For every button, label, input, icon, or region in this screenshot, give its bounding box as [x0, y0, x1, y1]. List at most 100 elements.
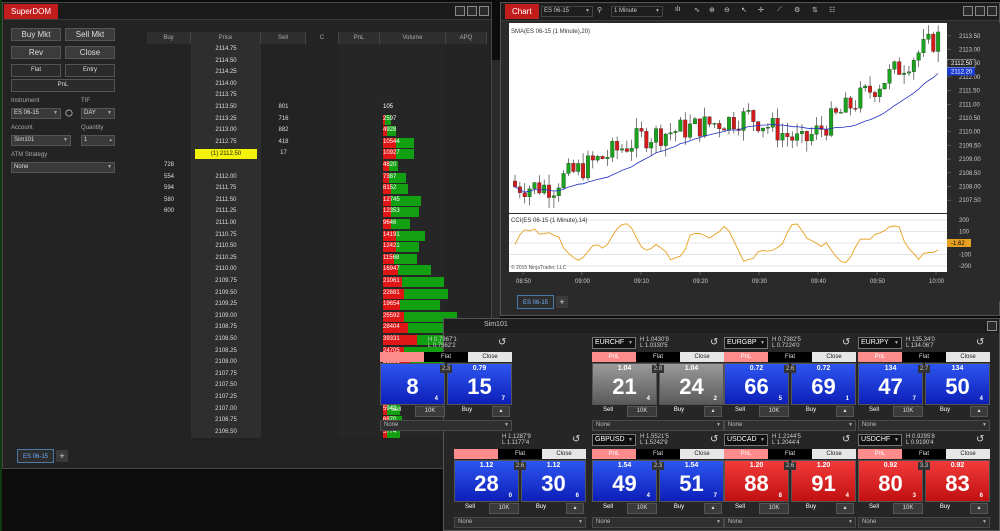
- price-cell[interactable]: 2113.75: [215, 92, 237, 99]
- sell-cell[interactable]: [261, 56, 306, 68]
- zoom-out-icon[interactable]: ⊖: [724, 7, 730, 14]
- ladder-row[interactable]: 2109.25 19654: [147, 299, 487, 311]
- fx-sell-price-panel[interactable]: 1.12 28 0: [454, 460, 519, 502]
- fx-close-button[interactable]: Close: [812, 352, 856, 362]
- fx-pnl-button[interactable]: PnL: [592, 449, 636, 459]
- buy-cell[interactable]: [147, 79, 191, 91]
- account-selector[interactable]: Sim101 ▼: [11, 135, 71, 146]
- fx-flat-button[interactable]: Flat: [902, 449, 946, 459]
- price-cell[interactable]: 2113.25: [215, 115, 237, 122]
- sell-cell[interactable]: [261, 44, 306, 56]
- fx-symbol-selector[interactable]: GBPUSD ▼: [592, 434, 636, 446]
- buy-cell[interactable]: [147, 346, 191, 358]
- buy-cell[interactable]: [147, 264, 191, 276]
- fx-quantity-up-icon[interactable]: ▴: [566, 503, 584, 514]
- pointer-icon[interactable]: ↖: [741, 7, 747, 14]
- buy-cell[interactable]: [147, 299, 191, 311]
- ladder-row[interactable]: 2109.75 21061: [147, 276, 487, 288]
- fx-buy-price-panel[interactable]: 0.79 15 7: [447, 363, 512, 405]
- ladder-row[interactable]: 2114.25: [147, 67, 487, 79]
- refresh-icon[interactable]: ↺: [976, 337, 985, 348]
- pnl-button[interactable]: PnL: [11, 79, 115, 92]
- properties-icon[interactable]: ⚙: [794, 7, 801, 14]
- sell-cell[interactable]: [261, 392, 306, 404]
- ladder-row[interactable]: 2107.00 5942: [147, 404, 487, 416]
- fx-sell-button[interactable]: Sell: [602, 504, 613, 510]
- fx-symbol-selector[interactable]: EURCHF ▼: [592, 337, 636, 349]
- fx-pnl-button[interactable]: PnL: [724, 352, 768, 362]
- buy-cell[interactable]: [147, 125, 191, 137]
- ladder-row[interactable]: 2110.00 16947: [147, 264, 487, 276]
- fx-close-button[interactable]: Close: [812, 449, 856, 459]
- fx-atm-selector[interactable]: None ▼: [380, 420, 512, 431]
- price-cell[interactable]: 2114.25: [215, 69, 237, 76]
- sell-cell[interactable]: [261, 427, 306, 439]
- price-cell[interactable]: 2107.25: [215, 394, 237, 400]
- buy-cell[interactable]: [147, 334, 191, 346]
- price-cell[interactable]: 2111.50: [215, 196, 237, 203]
- sell-cell[interactable]: 716: [278, 115, 289, 122]
- ladder-row[interactable]: (1) 2112.50 17 10927: [147, 148, 487, 160]
- price-cell[interactable]: 2114.00: [215, 80, 237, 87]
- price-cell[interactable]: 2108.25: [215, 347, 237, 354]
- fx-buy-price-panel[interactable]: 0.92 83 6: [925, 460, 990, 502]
- price-cell[interactable]: 2106.75: [215, 417, 237, 424]
- fx-flat-button[interactable]: Flat: [902, 352, 946, 362]
- superdom-tab-es[interactable]: ES 06-15: [17, 449, 55, 463]
- fx-sell-price-panel[interactable]: 1.20 88 8: [724, 460, 789, 502]
- buy-cell[interactable]: [147, 369, 191, 381]
- fx-quantity-field[interactable]: 10K: [759, 503, 789, 514]
- buy-cell[interactable]: [147, 90, 191, 102]
- ladder-row[interactable]: 600 2111.25 12353: [147, 206, 487, 218]
- fx-buy-button[interactable]: Buy: [461, 407, 473, 413]
- fx-atm-selector[interactable]: None ▼: [592, 420, 724, 431]
- price-cell[interactable]: 2109.00: [215, 312, 237, 319]
- price-cell[interactable]: 2114.75: [215, 46, 237, 52]
- fx-close-button[interactable]: Close: [946, 352, 990, 362]
- fx-quantity-field[interactable]: 10K: [759, 406, 789, 417]
- sell-cell[interactable]: [261, 415, 306, 427]
- sell-cell[interactable]: 882: [278, 127, 289, 134]
- buy-market-button[interactable]: Buy Mkt: [11, 28, 61, 41]
- add-chart-tab-button[interactable]: +: [556, 296, 568, 308]
- fx-close-button[interactable]: Close: [542, 449, 586, 459]
- buy-cell[interactable]: [147, 67, 191, 79]
- buy-cell[interactable]: [147, 427, 191, 439]
- fx-flat-button[interactable]: Flat: [768, 449, 812, 459]
- fx-pnl-button[interactable]: [380, 352, 424, 362]
- fx-atm-selector[interactable]: None ▼: [724, 517, 856, 528]
- fx-quantity-up-icon[interactable]: ▴: [836, 503, 854, 514]
- add-tab-button[interactable]: +: [56, 450, 68, 462]
- fx-sell-button[interactable]: Sell: [602, 407, 613, 413]
- buy-cell[interactable]: 554: [163, 173, 174, 180]
- ladder-row[interactable]: 2109.00 25592: [147, 311, 487, 323]
- fx-sell-button[interactable]: Sell: [734, 504, 745, 510]
- sell-cell[interactable]: [261, 369, 306, 381]
- tif-selector[interactable]: DAY ▼: [81, 108, 115, 119]
- fx-buy-button[interactable]: Buy: [939, 407, 951, 413]
- fx-quantity-field[interactable]: 10K: [415, 406, 445, 417]
- fx-atm-selector[interactable]: None ▼: [454, 517, 586, 528]
- fx-flat-button[interactable]: Flat: [636, 449, 680, 459]
- fx-sell-button[interactable]: Sell: [868, 504, 879, 510]
- superdom-titlebar[interactable]: SuperDOM: [3, 3, 491, 20]
- fx-flat-button[interactable]: Flat: [636, 352, 680, 362]
- fx-atm-selector[interactable]: None ▼: [858, 517, 990, 528]
- chart-interval-selector[interactable]: 1 Minute ▼: [611, 6, 663, 17]
- sell-cell[interactable]: [261, 206, 306, 218]
- fx-buy-button[interactable]: Buy: [805, 407, 817, 413]
- fx-symbol-selector[interactable]: EURGBP ▼: [724, 337, 768, 349]
- price-cell[interactable]: 2107.50: [215, 382, 237, 389]
- chart-instrument-selector[interactable]: ES 06-15 ▼: [541, 6, 593, 17]
- bar-type-icon[interactable]: ılı: [675, 6, 681, 13]
- ladder-row[interactable]: 2114.75: [147, 44, 487, 56]
- fx-atm-selector[interactable]: None ▼: [724, 420, 856, 431]
- fx-buy-price-panel[interactable]: 134 50 4: [925, 363, 990, 405]
- minimize-icon[interactable]: [963, 6, 973, 16]
- fx-buy-price-panel[interactable]: 0.72 69 1: [791, 363, 856, 405]
- sell-cell[interactable]: [261, 380, 306, 392]
- fx-pnl-button[interactable]: PnL: [858, 352, 902, 362]
- zoom-in-icon[interactable]: ⊕: [709, 7, 715, 14]
- fx-quantity-up-icon[interactable]: ▴: [970, 406, 988, 417]
